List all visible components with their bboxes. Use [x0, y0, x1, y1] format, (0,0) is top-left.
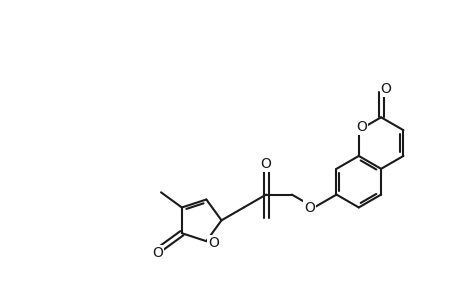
Text: O: O	[356, 120, 366, 134]
Text: O: O	[207, 236, 218, 250]
Text: O: O	[260, 157, 271, 171]
Text: O: O	[152, 246, 163, 260]
Text: O: O	[380, 82, 391, 96]
Text: O: O	[303, 202, 314, 215]
